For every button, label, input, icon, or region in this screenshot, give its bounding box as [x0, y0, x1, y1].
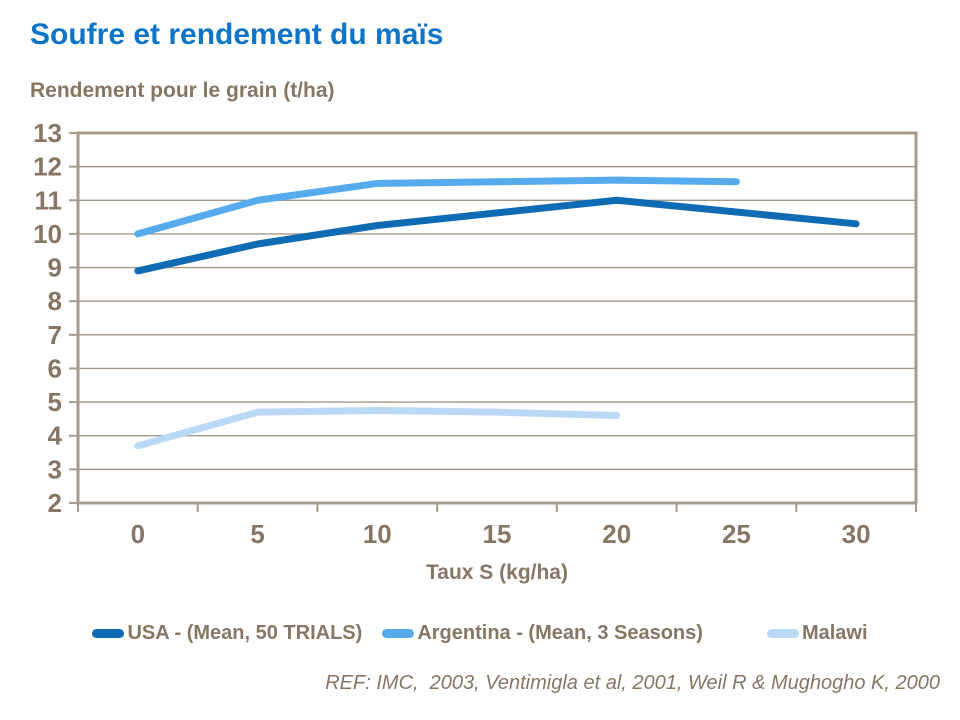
y-tick-label: 3: [48, 454, 62, 484]
y-tick-label: 5: [48, 387, 62, 417]
series-line-2: [134, 407, 621, 450]
y-tick-label: 6: [48, 353, 62, 383]
x-tick-label: 20: [602, 519, 631, 549]
series-line-0: [134, 196, 860, 275]
legend-item: Malawi: [766, 620, 868, 646]
x-tick-label: 15: [483, 519, 512, 549]
y-axis-title: Rendement pour le grain (t/ha): [30, 79, 335, 102]
y-tick-label: 7: [48, 320, 62, 350]
y-tick-label: 4: [48, 421, 63, 451]
y-tick-label: 9: [48, 253, 62, 283]
reference-text: REF: IMC, 2003, Ventimigla et al, 2001, …: [325, 672, 940, 694]
legend-item: USA - (Mean, 50 TRIALS): [92, 620, 362, 646]
y-tick-label: 13: [33, 118, 62, 148]
y-tick-label: 12: [33, 152, 62, 182]
chart-title: Soufre et rendement du maïs: [30, 18, 444, 51]
legend-label: Malawi: [801, 621, 868, 644]
legend-swatch: [382, 628, 415, 638]
legend-swatch: [92, 628, 125, 638]
legend-label: USA - (Mean, 50 TRIALS): [127, 621, 363, 644]
legend-label: Argentina - (Mean, 3 Seasons): [417, 621, 703, 644]
x-axis-title: Taux S (kg/ha): [426, 561, 568, 584]
y-tick-label: 11: [35, 185, 63, 215]
x-tick-label: 30: [842, 519, 871, 549]
y-tick-label: 10: [33, 219, 62, 249]
series-line-1: [134, 176, 740, 238]
x-tick-label: 0: [131, 519, 145, 549]
legend-swatch: [766, 628, 799, 638]
x-tick-label: 10: [363, 519, 392, 549]
y-tick-label: 8: [48, 286, 62, 316]
y-tick-label: 2: [48, 488, 62, 518]
plot-border: [76, 131, 918, 505]
x-tick-label: 5: [250, 519, 264, 549]
legend: USA - (Mean, 50 TRIALS) Argentina - (Mean…: [0, 620, 960, 646]
legend-item: Argentina - (Mean, 3 Seasons): [382, 620, 703, 646]
x-tick-label: 25: [722, 519, 751, 549]
